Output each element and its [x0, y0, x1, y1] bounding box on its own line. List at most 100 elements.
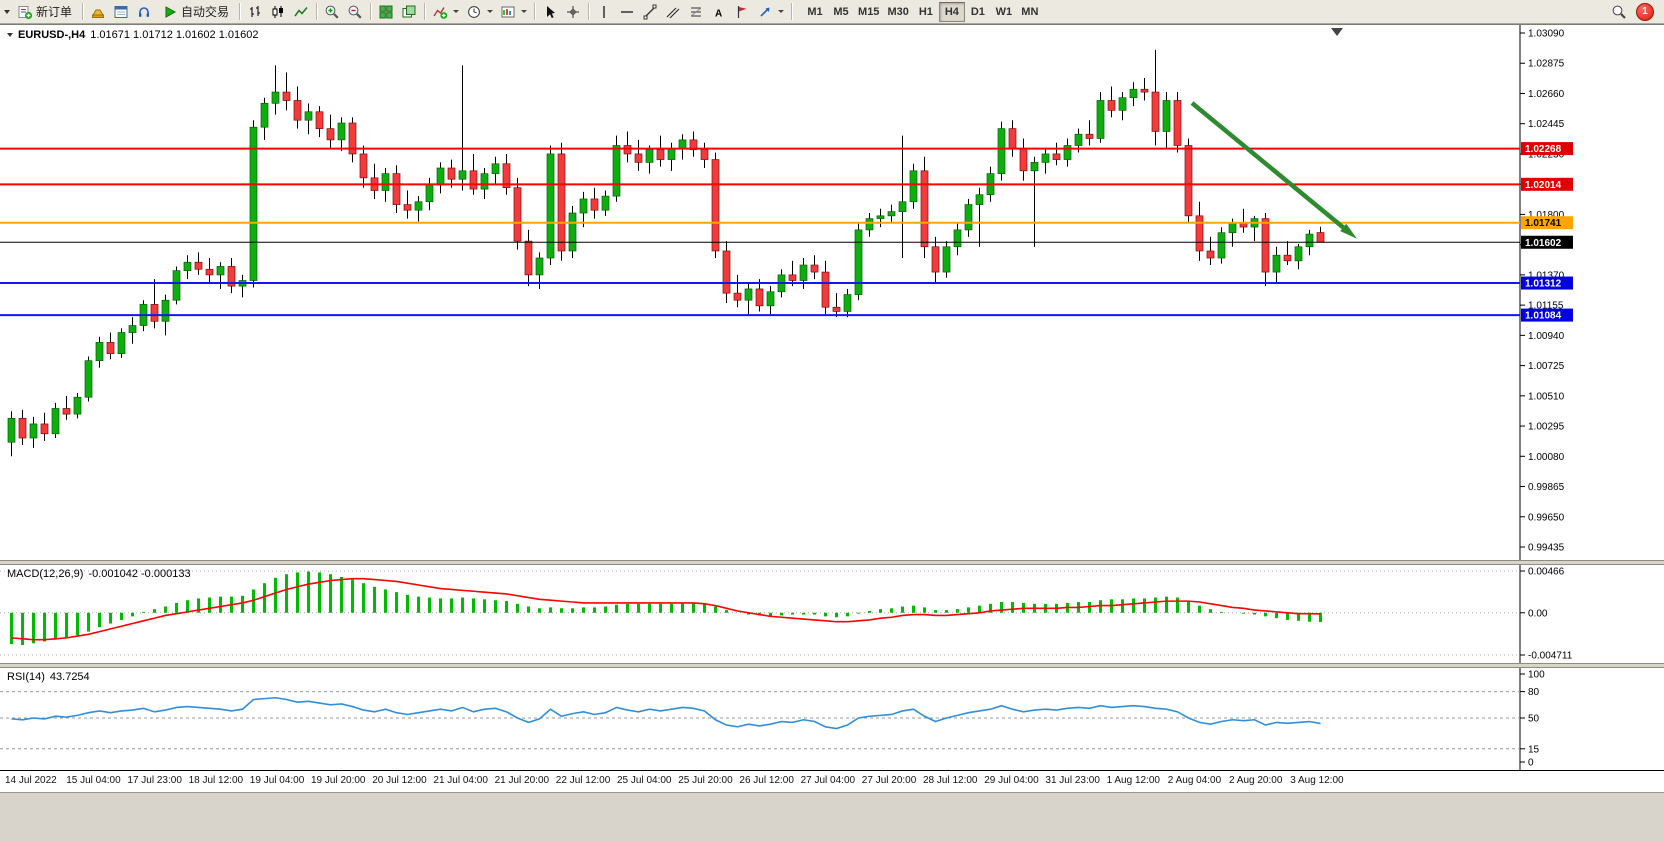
toolbar-menu-arrow[interactable] [4, 9, 10, 14]
bars-chart-button[interactable] [244, 2, 266, 22]
timeframe-M5[interactable]: M5 [828, 2, 854, 22]
price-tick-label: 1.02445 [1528, 119, 1565, 130]
price-tick-label: 1.01155 [1528, 301, 1564, 312]
timeframe-D1[interactable]: D1 [965, 2, 991, 22]
horizontal-line-button[interactable] [616, 2, 638, 22]
text-button[interactable]: A [708, 2, 730, 22]
price-level-badge-label: 1.02014 [1525, 180, 1562, 191]
crosshair-button[interactable] [562, 2, 584, 22]
price-tick-label: 1.00940 [1528, 331, 1565, 342]
cascade-windows-button[interactable] [398, 2, 420, 22]
time-axis-label: 28 Jul 12:00 [923, 775, 978, 786]
fibonacci-button[interactable] [685, 2, 707, 22]
trend-arrow-line[interactable] [1190, 101, 1352, 235]
time-axis[interactable]: 14 Jul 2022 15 Jul 04:00 17 Jul 23:00 18 Ju… [0, 770, 1664, 792]
price-tick-label: 1.00510 [1528, 391, 1565, 402]
time-axis-label: 14 Jul 2022 [5, 775, 57, 786]
macd-values: -0.001042 -0.000133 [88, 568, 191, 580]
price-scale-background[interactable] [1520, 668, 1664, 770]
support-button[interactable] [133, 2, 155, 22]
price-chart-canvas[interactable]: 1.030901.028751.026601.024451.022301.020… [0, 25, 1664, 561]
arrows-button[interactable] [754, 2, 787, 22]
rsi-axis-label: 50 [1528, 714, 1540, 725]
candle-bullish [436, 167, 445, 186]
cascade-windows-icon [402, 5, 416, 17]
line-chart-button[interactable] [290, 2, 312, 22]
auto-trading-button[interactable]: 自动交易 [156, 2, 235, 22]
candle-bullish [546, 153, 555, 259]
symbol-dropdown-icon[interactable] [7, 33, 13, 37]
indicators-button[interactable] [429, 2, 462, 22]
timeframe-MN[interactable]: MN [1017, 2, 1043, 22]
time-axis-label: 2 Aug 04:00 [1167, 775, 1222, 786]
candle-bearish [733, 292, 742, 301]
candlestick-chart-button[interactable] [267, 2, 289, 22]
new-order-button[interactable]: 新订单 [11, 2, 78, 22]
candle-bullish [1118, 97, 1127, 111]
price-level-badge-label: 1.01602 [1525, 238, 1562, 249]
candle-bullish [876, 215, 885, 219]
time-axis-label: 19 Jul 04:00 [249, 775, 305, 786]
horizontal-line-icon [621, 10, 634, 13]
candle-bearish [590, 198, 599, 211]
trendline-button[interactable] [639, 2, 661, 22]
toolbar-separator [316, 3, 318, 20]
candle-bullish [51, 408, 60, 435]
price-chart-panel: EURUSD-,H4 1.01671 1.01712 1.01602 1.016… [0, 24, 1664, 561]
dropdown-caret-icon [487, 10, 494, 13]
notification-badge[interactable]: 1 [1636, 2, 1654, 21]
timeframe-H1[interactable]: H1 [913, 2, 939, 22]
templates-button[interactable] [497, 2, 530, 22]
timeframe-M1[interactable]: M1 [802, 2, 828, 22]
label-button[interactable] [731, 2, 753, 22]
data-window-button[interactable] [110, 2, 132, 22]
rsi-axis-label: 80 [1528, 687, 1540, 698]
candle-bearish [348, 122, 357, 155]
candle-bearish [920, 170, 929, 248]
candle-bearish [832, 306, 841, 312]
vertical-line-button[interactable] [593, 2, 615, 22]
dropdown-caret-icon [778, 10, 785, 13]
rsi-label: RSI(14) 43.7254 [7, 671, 90, 683]
price-scale-background[interactable] [1520, 565, 1664, 663]
candle-bearish [18, 417, 27, 439]
rsi-canvas[interactable]: 100 80 50 15 0 [0, 668, 1664, 770]
period-clock-icon [468, 5, 480, 18]
candle-bullish [337, 122, 346, 141]
price-scale-background[interactable] [1520, 25, 1664, 561]
candle-bullish [942, 246, 951, 273]
candle-bearish [700, 149, 709, 160]
auto-trading-play-icon [165, 5, 177, 18]
candle-bullish [172, 270, 181, 301]
panel-splitter[interactable] [0, 663, 1664, 668]
candle-bearish [205, 268, 214, 276]
timeframe-W1[interactable]: W1 [991, 2, 1017, 22]
price-tick-label: 1.01370 [1528, 270, 1565, 281]
candle-bullish [216, 266, 225, 276]
channel-button[interactable] [662, 2, 684, 22]
panel-splitter[interactable] [0, 560, 1664, 565]
time-axis-label: 22 Jul 12:00 [555, 775, 611, 786]
cursor-button[interactable] [539, 2, 561, 22]
timeframe-M15[interactable]: M15 [854, 2, 883, 22]
time-axis-label: 1 Aug 12:00 [1106, 775, 1160, 786]
candle-bearish [931, 246, 940, 273]
zoom-out-button[interactable] [344, 2, 366, 22]
price-level-badge-label: 1.01312 [1525, 279, 1562, 290]
candle-bullish [579, 198, 588, 214]
price-tick-label: 1.02875 [1528, 59, 1565, 70]
market-watch-button[interactable] [87, 2, 109, 22]
macd-canvas[interactable]: 0.00466 0.00 -0.004711 [0, 565, 1664, 663]
zoom-in-button[interactable] [321, 2, 343, 22]
macd-axis-label: -0.004711 [1528, 651, 1573, 662]
rsi-name: RSI(14) [7, 671, 45, 683]
candle-bearish [106, 342, 115, 354]
candle-bullish [854, 229, 863, 295]
time-axis-label: 21 Jul 04:00 [433, 775, 488, 786]
tile-windows-button[interactable] [375, 2, 397, 22]
timeframe-M30[interactable]: M30 [883, 2, 912, 22]
chart-shift-marker[interactable] [1331, 28, 1343, 36]
search-button[interactable] [1608, 2, 1630, 22]
timeframe-H4[interactable]: H4 [938, 1, 965, 22]
periods-button[interactable] [463, 2, 496, 22]
